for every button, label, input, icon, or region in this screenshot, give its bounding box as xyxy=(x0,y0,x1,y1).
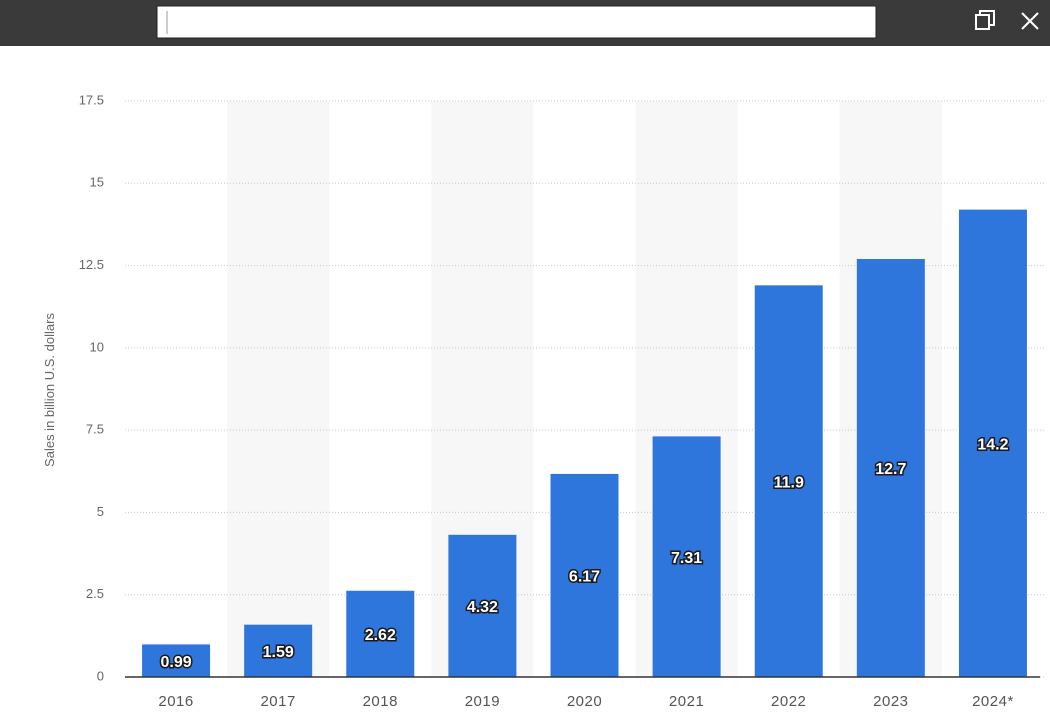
y-tick-label: 10 xyxy=(90,339,104,354)
bar xyxy=(856,258,925,677)
x-tick-label: 2016 xyxy=(158,693,193,710)
value-label: 2.62 xyxy=(365,627,396,644)
value-label: 4.32 xyxy=(467,599,498,616)
value-label: 0.99 xyxy=(160,654,191,671)
bar xyxy=(448,534,517,677)
y-tick-label: 15 xyxy=(90,175,104,190)
band-shade xyxy=(227,101,330,677)
bar xyxy=(652,436,721,677)
restore-button[interactable] xyxy=(975,10,995,30)
value-label: 6.17 xyxy=(569,569,600,586)
y-axis-label: Sales in billion U.S. dollars xyxy=(42,313,57,467)
x-tick-label: 2022 xyxy=(771,693,806,710)
close-button[interactable] xyxy=(1021,12,1039,30)
x-tick-label: 2024* xyxy=(972,693,1014,710)
bar xyxy=(958,209,1027,678)
y-tick-label: 0 xyxy=(97,668,104,683)
x-tick-label: 2023 xyxy=(873,693,908,710)
bar xyxy=(550,473,619,677)
address-input[interactable] xyxy=(156,5,877,39)
value-label: 12.7 xyxy=(875,461,906,478)
x-tick-label: 2017 xyxy=(260,693,295,710)
x-tick-label: 2018 xyxy=(363,693,398,710)
x-tick-label: 2019 xyxy=(465,693,500,710)
value-label: 1.59 xyxy=(263,644,294,661)
y-tick-label: 5 xyxy=(97,504,104,519)
bar xyxy=(754,285,823,677)
value-label: 14.2 xyxy=(977,437,1008,454)
y-tick-label: 7.5 xyxy=(86,422,104,437)
x-tick-label: 2021 xyxy=(669,693,704,710)
bar xyxy=(142,644,211,677)
value-label: 11.9 xyxy=(774,474,804,491)
x-tick-label: 2020 xyxy=(567,693,602,710)
y-tick-label: 12.5 xyxy=(79,257,104,272)
y-tick-label: 2.5 xyxy=(86,586,104,601)
bar xyxy=(244,624,313,677)
value-label: 7.31 xyxy=(671,550,702,567)
bar xyxy=(346,590,415,677)
chart: 0 2.5 5 7.5 10 12.5 15 17.5 2016 0.99 2017 1.59 2018… xyxy=(79,92,1044,710)
y-tick-label: 17.5 xyxy=(79,92,104,107)
